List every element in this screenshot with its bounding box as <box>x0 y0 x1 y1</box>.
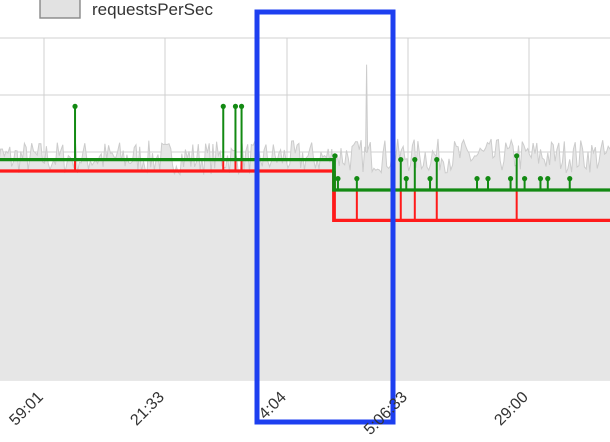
x-tick-label: 21:33 <box>127 389 167 429</box>
legend: requestsPerSec <box>40 0 213 19</box>
green-spike-point <box>233 104 238 109</box>
x-tick-label: 29:00 <box>491 389 531 429</box>
green-spike-point <box>335 176 340 181</box>
green-spike-point <box>485 176 490 181</box>
x-axis: 59:01 21:33 4:04 5:06:33 29:00 <box>6 389 531 439</box>
green-spike-point <box>398 157 403 162</box>
x-tick-label: 4:04 <box>256 389 290 423</box>
green-spike-point <box>522 176 527 181</box>
x-tick-label: 59:01 <box>6 389 46 429</box>
green-spike-point <box>354 176 359 181</box>
green-spike-point <box>538 176 543 181</box>
legend-label: requestsPerSec <box>92 0 213 19</box>
green-spike-point <box>545 176 550 181</box>
green-spike-point <box>514 153 519 158</box>
green-spike-point <box>239 104 244 109</box>
requests-area-fill <box>0 65 610 380</box>
green-spike-point <box>221 104 226 109</box>
green-spike-point <box>332 153 337 158</box>
green-spike-point <box>72 104 77 109</box>
x-tick-label: 5:06:33 <box>361 389 411 439</box>
green-spike-point <box>567 176 572 181</box>
green-spike-point <box>508 176 513 181</box>
green-spike-point <box>412 157 417 162</box>
green-spike-point <box>427 176 432 181</box>
requests-area <box>0 65 610 380</box>
green-spike-point <box>434 157 439 162</box>
green-spike-point <box>404 176 409 181</box>
legend-swatch <box>40 0 80 18</box>
green-spike-point <box>474 176 479 181</box>
